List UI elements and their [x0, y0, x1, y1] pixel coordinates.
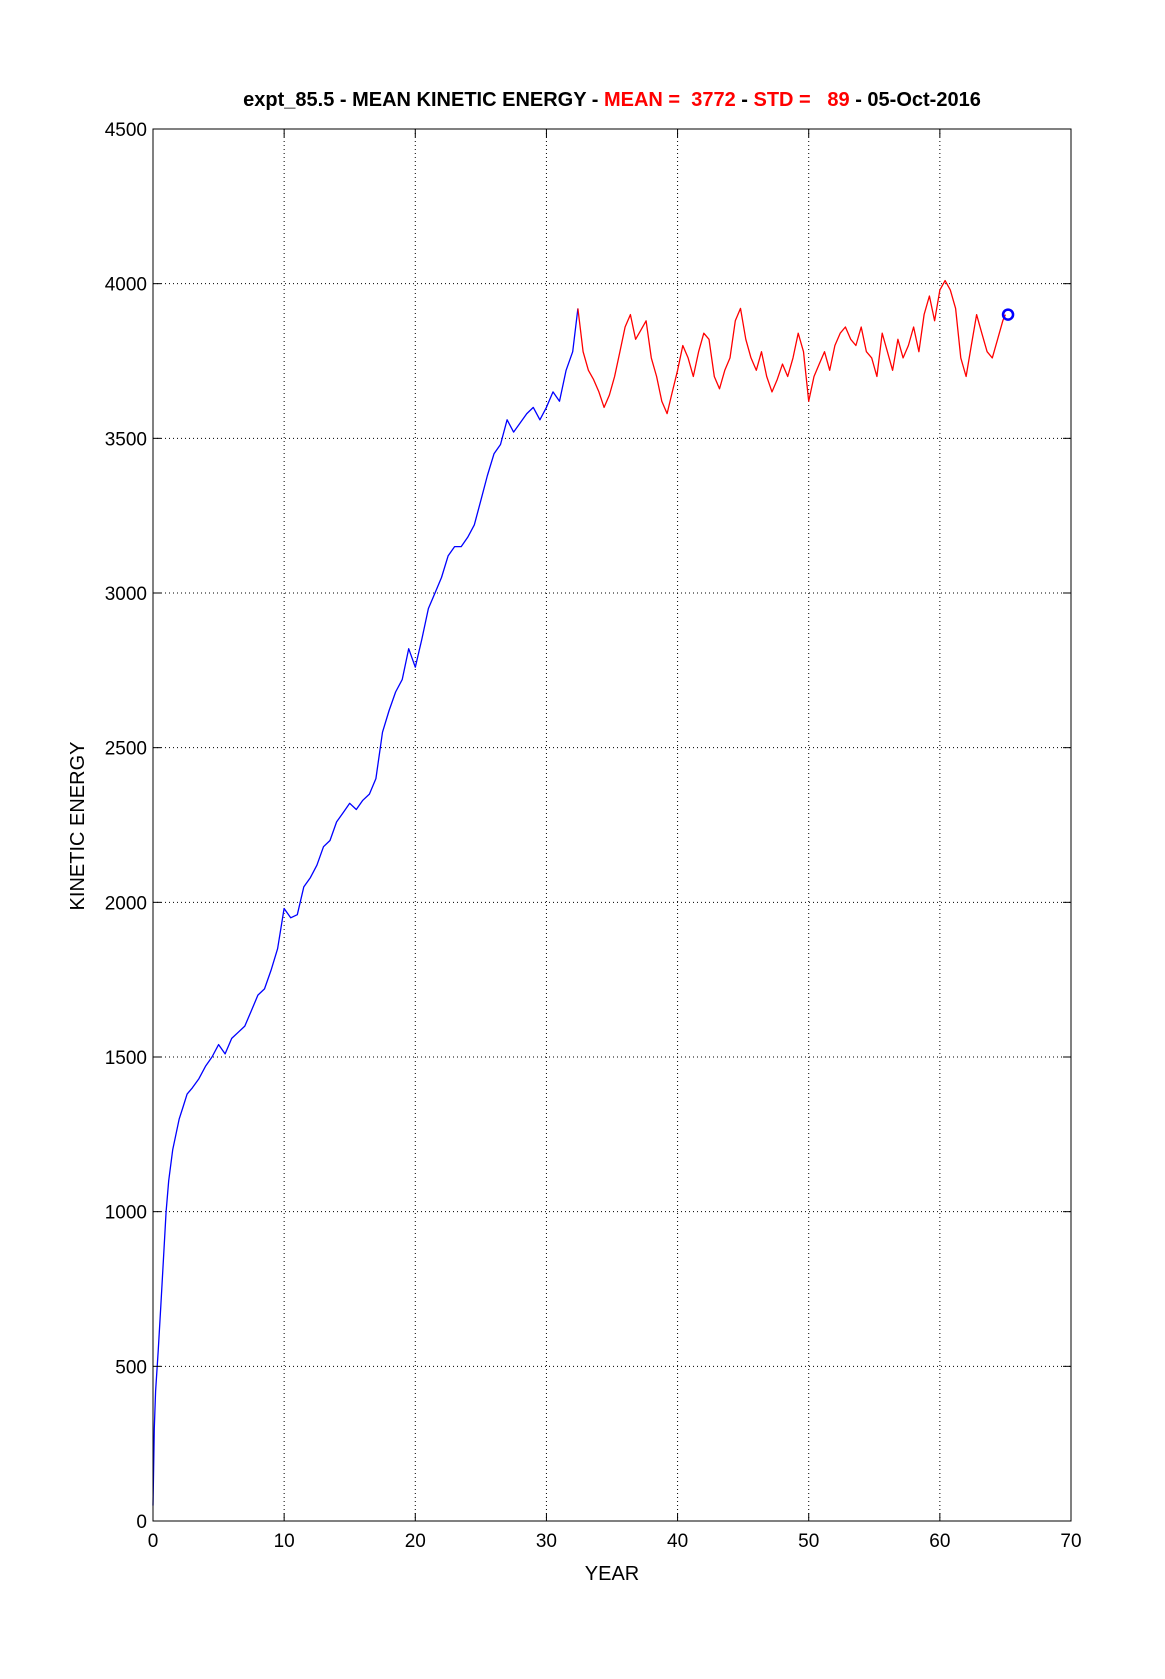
- y-tick-label: 1500: [105, 1048, 147, 1069]
- y-axis-title: KINETIC ENERGY: [67, 742, 89, 911]
- x-axis-ticks: 0 10 20 30 40 50 60 70: [148, 129, 1082, 1552]
- series-layer: [152, 279, 1015, 1506]
- y-axis-ticks: 0 500 1000 1500 2000 2500 3000 3500 4000 4500: [105, 120, 1071, 1533]
- x-tick-label: 30: [536, 1531, 557, 1552]
- title-part: MEAN = 3772: [604, 89, 736, 111]
- y-tick-label: 3000: [105, 584, 147, 605]
- title-part: expt_85.5 - MEAN KINETIC ENERGY -: [243, 89, 604, 111]
- y-tick-label: 3500: [105, 429, 147, 450]
- chart-title: expt_85.5 - MEAN KINETIC ENERGY - MEAN =…: [243, 89, 981, 111]
- y-tick-label: 500: [115, 1357, 147, 1378]
- y-tick-label: 2000: [105, 893, 147, 914]
- x-tick-label: 50: [798, 1531, 819, 1552]
- grid: [153, 129, 1071, 1521]
- x-tick-label: 20: [405, 1531, 426, 1552]
- y-tick-label: 1000: [105, 1203, 147, 1224]
- plot-frame: [152, 128, 1072, 1522]
- y-tick-label: 4500: [105, 120, 147, 141]
- x-axis-title: YEAR: [585, 1563, 639, 1585]
- series-line-2: [577, 279, 1006, 415]
- x-tick-label: 60: [929, 1531, 950, 1552]
- x-tick-label: 10: [274, 1531, 295, 1552]
- x-tick-label: 70: [1060, 1531, 1081, 1552]
- y-tick-label: 0: [136, 1512, 147, 1533]
- title-part: - 05-Oct-2016: [850, 89, 981, 111]
- title-part: -: [736, 89, 754, 111]
- y-tick-label: 2500: [105, 739, 147, 760]
- end-point-marker: [1001, 308, 1015, 321]
- title-part: STD = 89: [754, 89, 850, 111]
- x-tick-label: 0: [148, 1531, 159, 1552]
- x-tick-label: 40: [667, 1531, 688, 1552]
- y-tick-label: 4000: [105, 275, 147, 296]
- series-line-1: [152, 308, 579, 1506]
